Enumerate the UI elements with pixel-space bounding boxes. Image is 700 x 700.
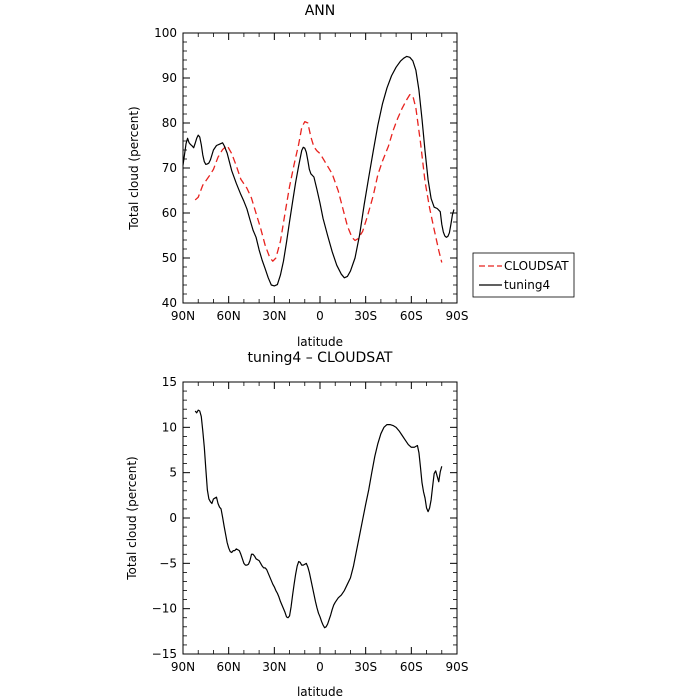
y-tick-label: −15 (152, 647, 177, 661)
y-tick-label: 80 (162, 116, 177, 130)
y-tick-label: 90 (162, 71, 177, 85)
x-tick-label: 90S (446, 309, 469, 323)
y-tick-label: −10 (152, 602, 177, 616)
y-tick-label: 5 (169, 466, 177, 480)
bottom-panel: tuning4 – CLOUDSAT 90N 60N 30N 0 30S 60S 90S −1… (125, 350, 468, 699)
y-tick-label: 50 (162, 251, 177, 265)
bottom-axis-ticks (182, 381, 458, 655)
series-line-cloudsat (194, 94, 443, 263)
y-tick-label: 0 (169, 511, 177, 525)
bottom-chart-title: tuning4 – CLOUDSAT (247, 350, 392, 366)
top-x-axis-label: latitude (297, 335, 343, 349)
series-line-difference (194, 409, 443, 629)
top-chart-title: ANN (305, 3, 336, 19)
bottom-plot-frame (182, 381, 458, 655)
bottom-y-axis-label: Total cloud (percent) (125, 456, 139, 580)
x-tick-label: 30S (354, 309, 377, 323)
x-tick-label: 90S (446, 660, 469, 674)
top-series-lines (182, 55, 455, 287)
y-tick-label: 15 (162, 375, 177, 389)
top-plot-frame (182, 32, 458, 304)
x-tick-label: 90N (171, 309, 195, 323)
y-tick-label: 40 (162, 296, 177, 310)
x-tick-label: 90N (171, 660, 195, 674)
bottom-series-lines (194, 409, 443, 629)
top-panel: ANN 90N 60N 30N 0 30S 60S 90S 40 50 60 70 80 90 100 l… (127, 3, 468, 349)
x-tick-label: 30S (354, 660, 377, 674)
x-tick-label: 0 (316, 660, 324, 674)
x-tick-label: 30N (262, 309, 286, 323)
y-tick-label: 60 (162, 206, 177, 220)
legend-box (472, 252, 575, 298)
x-tick-label: 60S (400, 660, 423, 674)
bottom-tick-labels: 90N 60N 30N 0 30S 60S 90S −15 −10 −5 0 5 10 15 (152, 375, 469, 674)
x-tick-label: 60S (400, 309, 423, 323)
series-line-tuning4 (182, 55, 455, 287)
x-tick-label: 30N (262, 660, 286, 674)
x-tick-label: 0 (316, 309, 324, 323)
x-tick-label: 60N (217, 309, 241, 323)
y-tick-label: 100 (154, 26, 177, 40)
legend-label-cloudsat: CLOUDSAT (504, 259, 569, 273)
x-tick-label: 60N (217, 660, 241, 674)
y-tick-label: −5 (159, 556, 177, 570)
legend-label-tuning4: tuning4 (504, 278, 550, 292)
top-tick-labels: 90N 60N 30N 0 30S 60S 90S 40 50 60 70 80 90 100 (154, 26, 468, 323)
top-y-axis-label: Total cloud (percent) (127, 106, 141, 230)
y-tick-label: 10 (162, 420, 177, 434)
y-tick-label: 70 (162, 161, 177, 175)
legend: CLOUDSAT tuning4 (472, 252, 575, 298)
bottom-x-axis-label: latitude (297, 685, 343, 699)
